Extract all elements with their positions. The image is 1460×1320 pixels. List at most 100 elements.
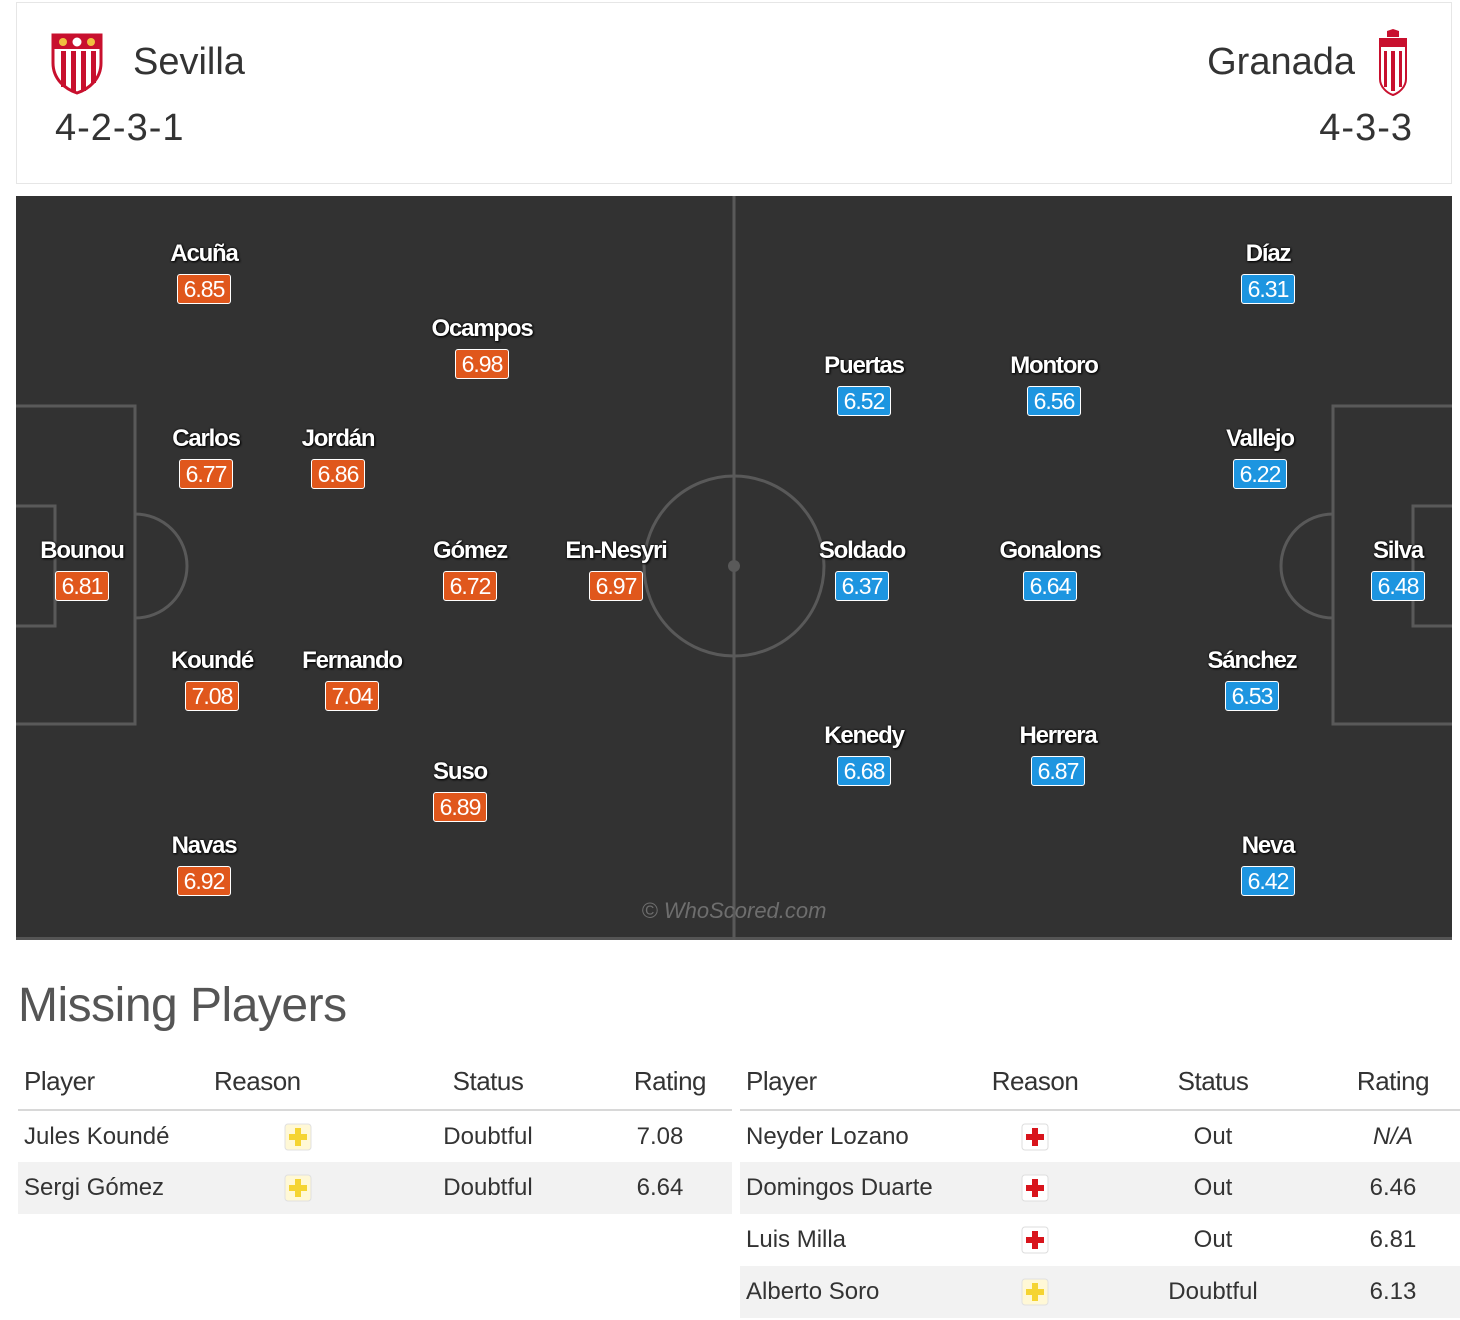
home-formation: 4-2-3-1 xyxy=(55,107,185,149)
player-rating: 6.72 xyxy=(443,571,497,601)
missing-players-title: Missing Players xyxy=(18,979,347,1032)
rating-cell: 6.13 xyxy=(1326,1266,1460,1318)
player-name: Kenedy xyxy=(824,722,905,749)
player-rating: 6.56 xyxy=(1027,386,1081,416)
away-player[interactable]: Puertas 6.52 xyxy=(784,352,944,416)
home-missing-players-table: Player Reason Status Rating Jules Koundé… xyxy=(18,1054,732,1214)
away-player[interactable]: Díaz 6.31 xyxy=(1188,240,1348,304)
rating-cell: 7.08 xyxy=(636,1122,684,1150)
home-player[interactable]: Gómez 6.72 xyxy=(390,537,550,601)
sevilla-crest-icon xyxy=(51,33,103,95)
away-player[interactable]: Herrera 6.87 xyxy=(978,722,1138,786)
player-rating: 6.97 xyxy=(589,571,643,601)
col-status[interactable]: Status xyxy=(388,1054,588,1111)
reason-cell xyxy=(970,1214,1100,1266)
player-rating: 6.53 xyxy=(1225,681,1279,711)
player-rating: 6.86 xyxy=(311,459,365,489)
player-name: En-Nesyri xyxy=(565,537,667,564)
player-rating: 6.31 xyxy=(1241,274,1295,304)
home-player[interactable]: Carlos 6.77 xyxy=(126,425,286,489)
player-name: Ocampos xyxy=(431,315,534,342)
rating-cell: N/A xyxy=(1372,1122,1413,1150)
home-player[interactable]: Suso 6.89 xyxy=(380,758,540,822)
player-cell[interactable]: Sergi Gómez xyxy=(18,1162,208,1214)
player-name: Díaz xyxy=(1245,240,1292,267)
table-header-row: Player Reason Status Rating xyxy=(740,1054,1460,1111)
home-player[interactable]: En-Nesyri 6.97 xyxy=(536,537,696,601)
table-row: Alberto Soro Doubtful 6.13 xyxy=(740,1266,1460,1318)
table-row: Luis Milla Out 6.81 xyxy=(740,1214,1460,1266)
col-rating[interactable]: Rating xyxy=(588,1054,732,1111)
granada-crest-icon xyxy=(1379,29,1407,97)
table-row: Domingos Duarte Out 6.46 xyxy=(740,1162,1460,1214)
reason-cell xyxy=(208,1162,388,1214)
player-cell[interactable]: Luis Milla xyxy=(746,1226,847,1253)
player-name: Soldado xyxy=(818,537,906,564)
col-player[interactable]: Player xyxy=(18,1054,208,1111)
reason-cell xyxy=(970,1162,1100,1214)
player-name: Silva xyxy=(1372,537,1424,564)
table-row: Neyder Lozano Out N/A xyxy=(740,1110,1460,1162)
player-name: Gómez xyxy=(432,537,508,564)
injury-icon xyxy=(1021,1174,1049,1202)
status-cell: Doubtful xyxy=(443,1122,533,1150)
player-cell[interactable]: Alberto Soro xyxy=(740,1266,970,1318)
player-cell[interactable]: Domingos Duarte xyxy=(740,1162,970,1214)
reason-cell xyxy=(208,1110,388,1162)
player-rating: 7.04 xyxy=(325,681,379,711)
player-name: Suso xyxy=(433,758,488,785)
home-player[interactable]: Koundé 7.08 xyxy=(132,647,292,711)
player-name: Jordán xyxy=(301,425,376,452)
away-player[interactable]: Soldado 6.37 xyxy=(782,537,942,601)
player-rating: 6.89 xyxy=(433,792,487,822)
player-rating: 6.77 xyxy=(179,459,233,489)
col-status[interactable]: Status xyxy=(1100,1054,1326,1111)
col-reason[interactable]: Reason xyxy=(970,1054,1100,1111)
home-player[interactable]: Ocampos 6.98 xyxy=(402,315,562,379)
formation-pitch: Acuña 6.85 Ocampos 6.98 Carlos 6.77 Jord… xyxy=(16,196,1452,940)
match-header: Sevilla 4-2-3-1 Granada 4-3-3 xyxy=(16,2,1452,184)
player-rating: 6.22 xyxy=(1233,459,1287,489)
injury-icon xyxy=(1021,1123,1049,1151)
away-player[interactable]: Montoro 6.56 xyxy=(974,352,1134,416)
home-player[interactable]: Jordán 6.86 xyxy=(258,425,418,489)
player-rating: 6.68 xyxy=(837,756,891,786)
player-rating: 7.08 xyxy=(185,681,239,711)
away-player[interactable]: Neva 6.42 xyxy=(1188,832,1348,896)
player-cell[interactable]: Neyder Lozano xyxy=(746,1122,909,1150)
player-name: Bounou xyxy=(40,537,125,564)
away-player[interactable]: Silva 6.48 xyxy=(1318,537,1460,601)
status-cell: Doubtful xyxy=(388,1162,588,1214)
home-team-name[interactable]: Sevilla xyxy=(133,41,245,83)
col-rating[interactable]: Rating xyxy=(1326,1054,1460,1111)
rating-cell: 6.64 xyxy=(588,1162,732,1214)
home-player[interactable]: Acuña 6.85 xyxy=(124,240,284,304)
pitch-markings xyxy=(16,196,1452,940)
away-team-name[interactable]: Granada xyxy=(1207,41,1355,83)
away-player[interactable]: Kenedy 6.68 xyxy=(784,722,944,786)
home-player[interactable]: Fernando 7.04 xyxy=(272,647,432,711)
watermark: © WhoScored.com xyxy=(641,898,827,923)
player-rating: 6.37 xyxy=(835,571,889,601)
player-cell[interactable]: Jules Koundé xyxy=(24,1122,170,1150)
status-cell: Out xyxy=(1100,1162,1326,1214)
table-row: Sergi Gómez Doubtful 6.64 xyxy=(18,1162,732,1214)
player-name: Puertas xyxy=(824,352,905,379)
away-player[interactable]: Sánchez 6.53 xyxy=(1172,647,1332,711)
reason-cell xyxy=(970,1266,1100,1318)
player-rating: 6.64 xyxy=(1023,571,1077,601)
player-name: Fernando xyxy=(302,647,403,674)
rating-cell: 6.46 xyxy=(1326,1162,1460,1214)
away-player[interactable]: Gonalons 6.64 xyxy=(970,537,1130,601)
status-cell: Out xyxy=(1193,1122,1233,1150)
col-reason[interactable]: Reason xyxy=(208,1054,388,1111)
home-player[interactable]: Navas 6.92 xyxy=(124,832,284,896)
away-missing-players-table: Player Reason Status Rating Neyder Lozan… xyxy=(740,1054,1460,1318)
away-player[interactable]: Vallejo 6.22 xyxy=(1180,425,1340,489)
col-player[interactable]: Player xyxy=(740,1054,970,1111)
player-name: Koundé xyxy=(170,647,254,674)
player-name: Montoro xyxy=(1010,352,1099,379)
player-name: Neva xyxy=(1241,832,1296,859)
doubtful-icon xyxy=(284,1123,312,1151)
home-player[interactable]: Bounou 6.81 xyxy=(2,537,162,601)
